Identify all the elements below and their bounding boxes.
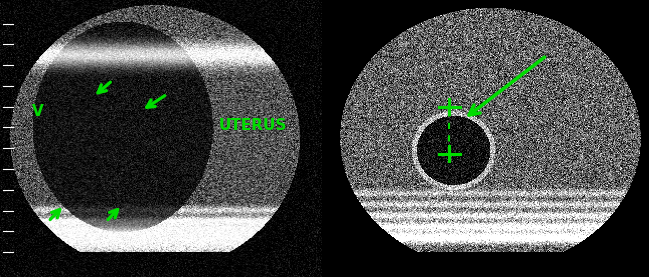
Text: V: V	[32, 104, 44, 119]
Text: UTERUS: UTERUS	[219, 118, 287, 133]
